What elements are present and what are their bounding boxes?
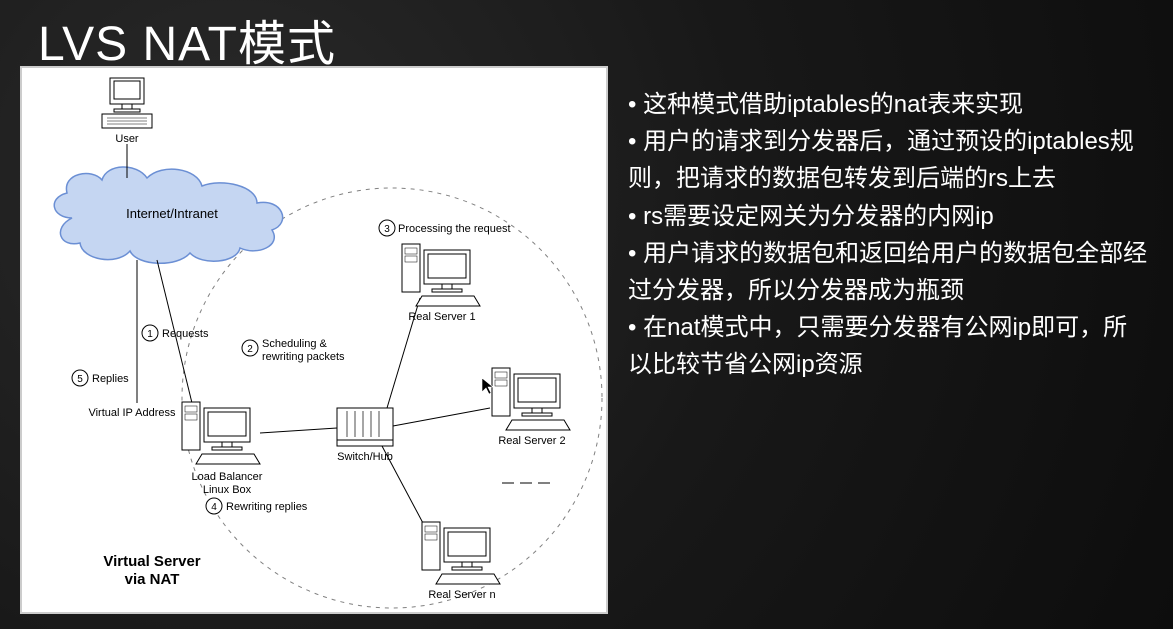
real-server-2-icon [492, 368, 570, 430]
step-2-num: 2 [247, 344, 253, 355]
user-icon [102, 78, 152, 128]
switch-label: Switch/Hub [337, 451, 393, 463]
user-label: User [115, 133, 139, 145]
cloud-label: Internet/Intranet [126, 206, 218, 221]
sched-label-1: Scheduling & [262, 338, 327, 350]
rsn-label: Real Server n [428, 589, 495, 601]
cursor-icon [482, 378, 493, 394]
bullet-item: rs需要设定网关为分发器的内网ip [628, 198, 1148, 235]
real-server-n-icon [422, 522, 500, 584]
vip-label: Virtual IP Address [88, 407, 176, 419]
bullet-item: 用户的请求到分发器后，通过预设的iptables规则，把请求的数据包转发到后端的… [628, 123, 1148, 197]
edge-switch-rs2 [393, 408, 490, 426]
requests-label: Requests [162, 328, 209, 340]
step-5-num: 5 [77, 374, 83, 385]
real-server-1-icon [402, 244, 480, 306]
bullet-item: 用户请求的数据包和返回给用户的数据包全部经过分发器，所以分发器成为瓶颈 [628, 235, 1148, 309]
rewriting-label: Rewriting replies [226, 501, 308, 513]
proc-label: Processing the request [398, 223, 511, 235]
bullet-item: 这种模式借助iptables的nat表来实现 [628, 86, 1148, 123]
step-4-num: 4 [211, 502, 217, 513]
edge-lb-switch [260, 428, 337, 433]
bullet-item: 在nat模式中，只需要分发器有公网ip即可，所以比较节省公网ip资源 [628, 309, 1148, 383]
step-1-num: 1 [147, 329, 153, 340]
switch-icon [337, 408, 393, 446]
sched-label-2: rewriting packets [262, 351, 345, 363]
page-title: LVS NAT模式 [38, 4, 336, 74]
lb-label-1: Load Balancer [192, 471, 263, 483]
bullet-list: 这种模式借助iptables的nat表来实现 用户的请求到分发器后，通过预设的i… [628, 86, 1148, 384]
network-diagram: Internet/Intranet User 1 Requests 5 Repl… [20, 66, 608, 614]
step-3-num: 3 [384, 224, 390, 235]
rs2-label: Real Server 2 [498, 435, 565, 447]
footer-line-2: via NAT [125, 571, 180, 588]
rs1-label: Real Server 1 [408, 311, 475, 323]
footer-line-1: Virtual Server [103, 553, 200, 570]
replies-label: Replies [92, 373, 129, 385]
lb-label-2: Linux Box [203, 484, 252, 496]
cloud-icon: Internet/Intranet [54, 167, 282, 263]
load-balancer-icon [182, 402, 260, 464]
